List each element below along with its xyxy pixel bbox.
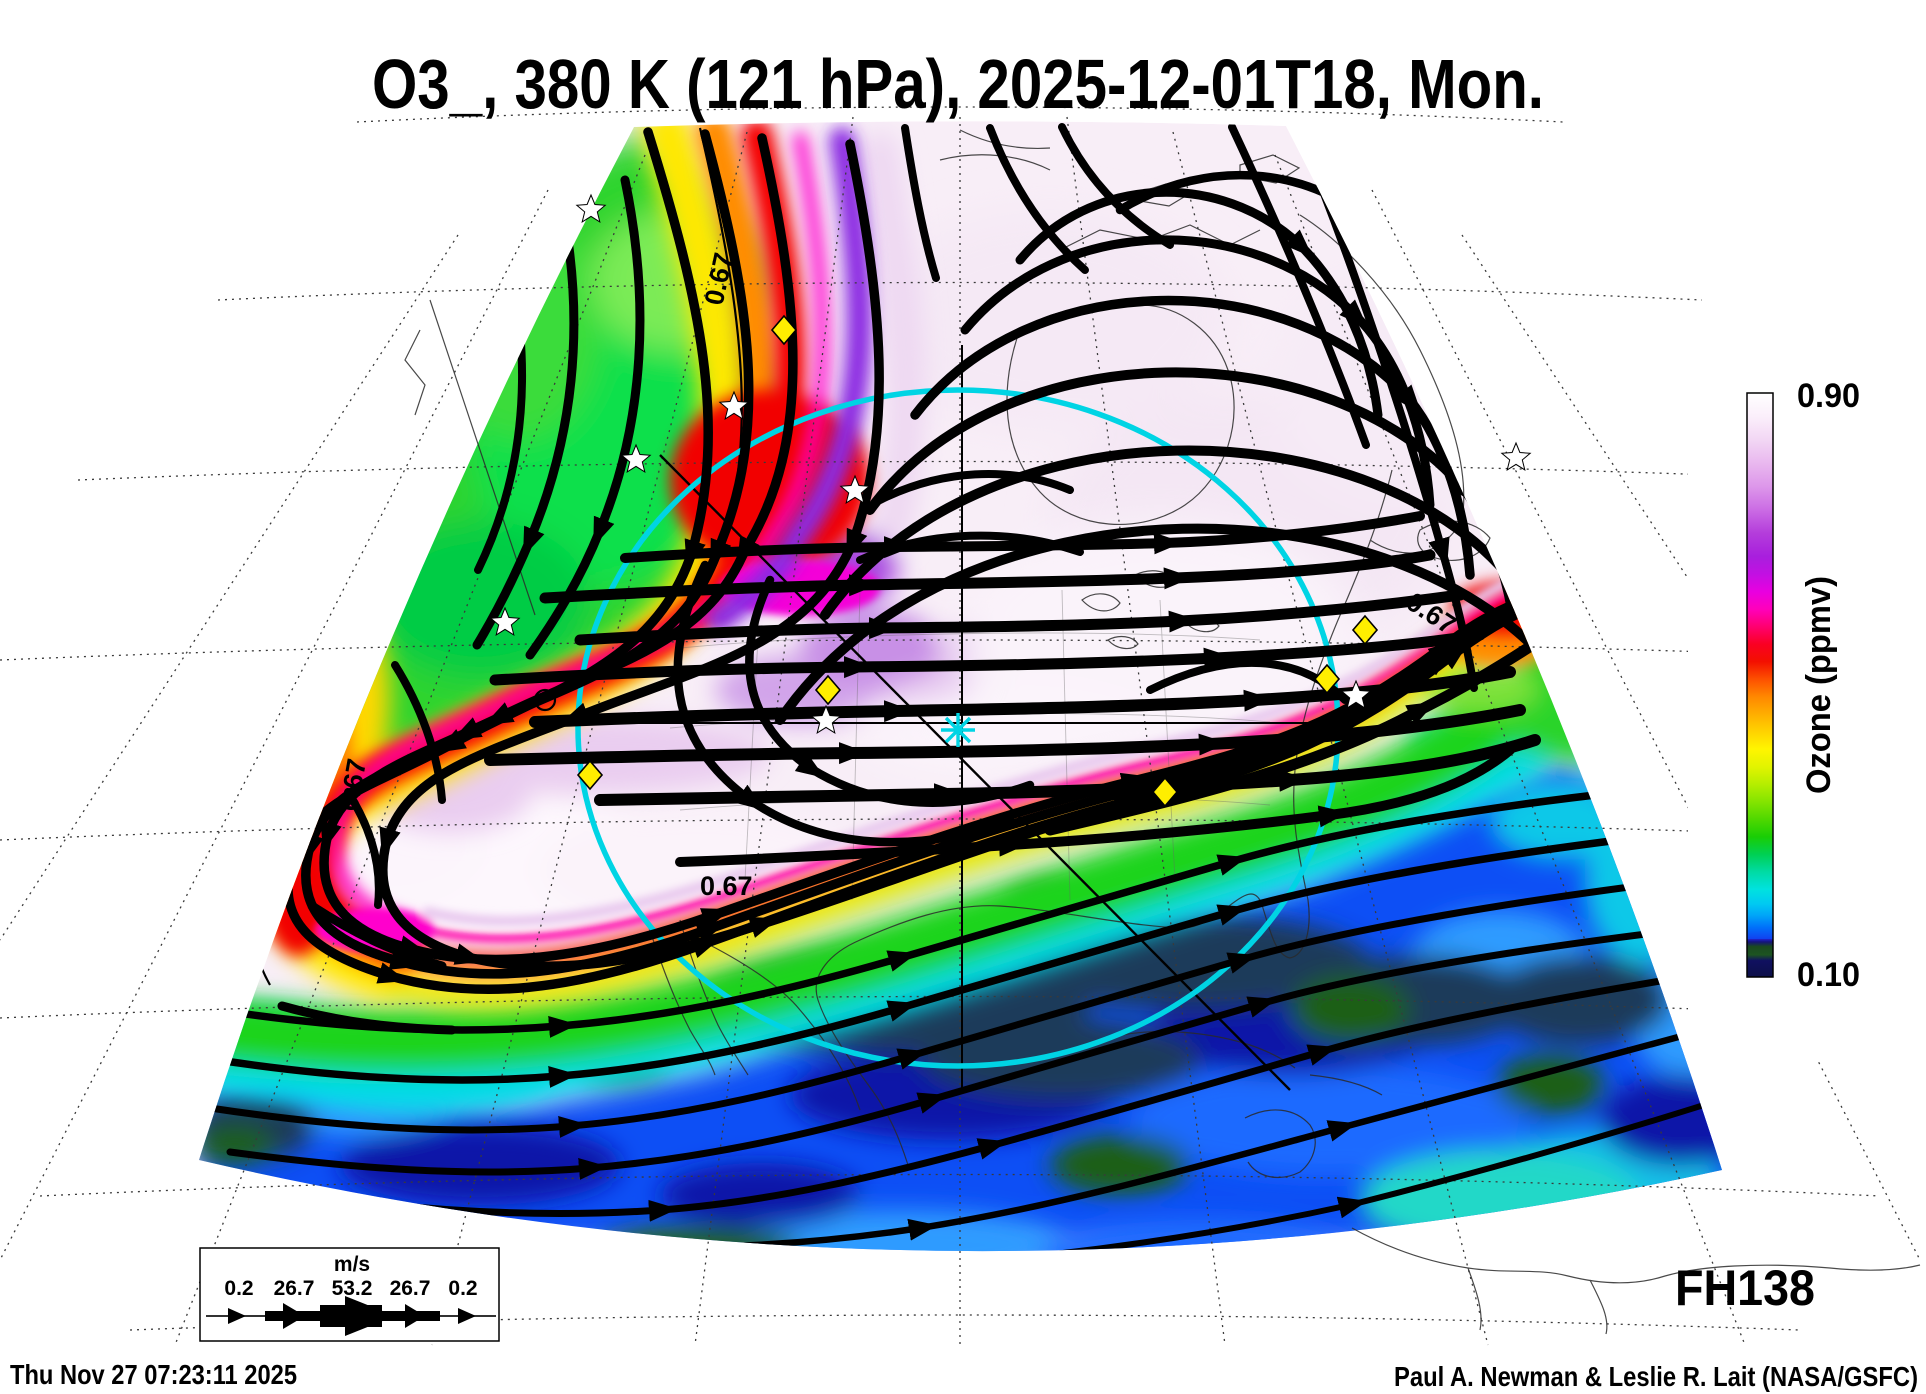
svg-text:0.2: 0.2 (448, 1277, 477, 1300)
svg-text:FH138: FH138 (1675, 1260, 1815, 1316)
svg-text:0.67: 0.67 (700, 871, 753, 901)
svg-text:0.10: 0.10 (1797, 956, 1860, 994)
svg-text:0.90: 0.90 (1797, 377, 1860, 415)
svg-text:0.2: 0.2 (224, 1277, 253, 1300)
svg-text:Paul A. Newman & Leslie R. Lai: Paul A. Newman & Leslie R. Lait (NASA/GS… (1394, 1361, 1918, 1392)
svg-text:26.7: 26.7 (390, 1277, 431, 1300)
svg-text:Thu Nov 27 07:23:11 2025: Thu Nov 27 07:23:11 2025 (10, 1359, 297, 1390)
svg-text:O3_, 380 K (121 hPa), 2025-12-: O3_, 380 K (121 hPa), 2025-12-01T18, Mon… (372, 45, 1544, 123)
svg-text:m/s: m/s (334, 1253, 370, 1276)
svg-text:Ozone (ppmv): Ozone (ppmv) (1800, 576, 1838, 794)
svg-text:53.2: 53.2 (332, 1277, 373, 1300)
svg-text:26.7: 26.7 (274, 1277, 315, 1300)
